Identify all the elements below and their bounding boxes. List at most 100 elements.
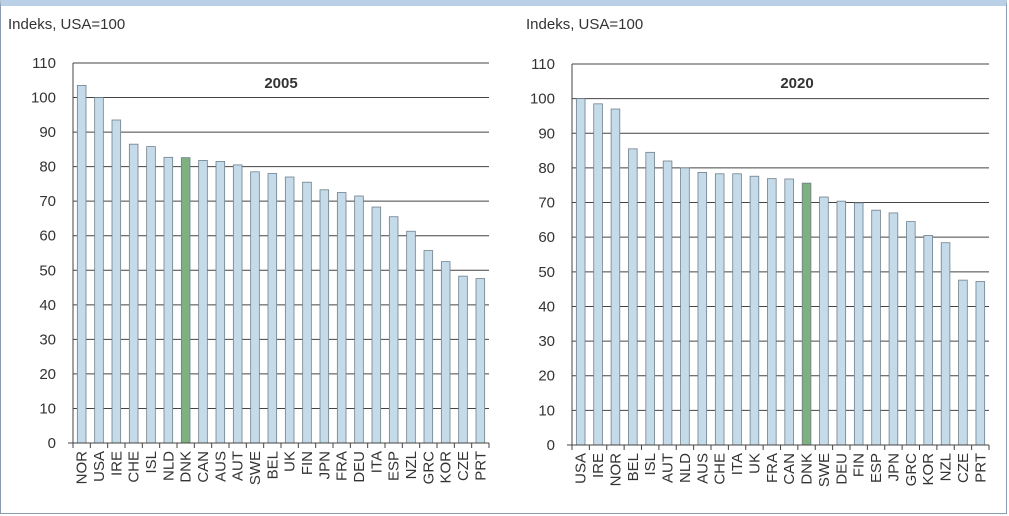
y-unit-label: Indeks, USA=100 bbox=[8, 16, 125, 33]
x-tick-label: FIN bbox=[299, 451, 316, 475]
x-tick-label: CZE bbox=[455, 451, 472, 481]
bar-swe bbox=[819, 196, 829, 446]
x-tick-label: SWE bbox=[816, 453, 833, 487]
x-tick-label: AUT bbox=[230, 451, 247, 481]
x-tick-label: BEL bbox=[625, 453, 642, 481]
y-tick-label: 30 bbox=[39, 331, 56, 348]
x-tick-label: KOR bbox=[438, 451, 455, 484]
y-tick-label: 20 bbox=[538, 368, 555, 385]
x-tick-label: AUT bbox=[660, 453, 677, 483]
x-tick-label: USA bbox=[91, 451, 108, 482]
x-tick-label: SWE bbox=[247, 451, 264, 485]
y-tick-label: 40 bbox=[39, 297, 56, 314]
y-tick-label: 40 bbox=[538, 298, 555, 315]
bar-grc bbox=[906, 221, 916, 446]
bar-aut bbox=[662, 160, 673, 446]
x-tick-label: CHE bbox=[712, 453, 729, 485]
y-unit-label: Indeks, USA=100 bbox=[526, 16, 643, 33]
bar-bel bbox=[267, 173, 278, 444]
bar-fin bbox=[853, 202, 864, 446]
bar-che bbox=[714, 173, 725, 446]
bar-grc bbox=[423, 250, 434, 444]
y-tick-label: 10 bbox=[538, 402, 555, 419]
bar-nor bbox=[76, 85, 87, 444]
y-tick-label: 60 bbox=[538, 229, 555, 246]
x-tick-label: ITA bbox=[368, 451, 385, 473]
chart-title: 2005 bbox=[264, 75, 297, 92]
x-tick-label: DNK bbox=[799, 453, 816, 485]
y-tick-label: 110 bbox=[531, 56, 555, 73]
y-tick-label: 100 bbox=[31, 90, 56, 107]
y-tick-label: 100 bbox=[530, 91, 555, 108]
x-tick-label: ESP bbox=[868, 453, 885, 483]
x-tick-label: IRE bbox=[590, 453, 607, 478]
x-tick-label: JPN bbox=[316, 451, 333, 479]
x-tick-label: KOR bbox=[920, 453, 937, 486]
bar-kor bbox=[440, 261, 451, 444]
x-tick-label: PRT bbox=[472, 451, 489, 481]
bar-swe bbox=[250, 171, 260, 444]
bar-isl bbox=[645, 151, 655, 446]
x-tick-label: NOR bbox=[74, 451, 91, 485]
bar-aus bbox=[215, 161, 226, 444]
bar-ire bbox=[111, 119, 122, 444]
y-tick-label: 60 bbox=[39, 228, 56, 245]
x-tick-label: UK bbox=[282, 451, 299, 472]
bar-jpn bbox=[319, 189, 330, 444]
bar-cze bbox=[458, 275, 468, 444]
bar-dnk bbox=[180, 157, 191, 444]
y-tick-label: 0 bbox=[48, 435, 56, 452]
x-tick-label: BEL bbox=[264, 451, 281, 479]
x-tick-label: ISL bbox=[642, 453, 659, 476]
y-tick-label: 80 bbox=[538, 160, 555, 177]
bar-uk bbox=[749, 175, 760, 446]
x-tick-label: ISL bbox=[143, 451, 160, 474]
y-tick-label: 0 bbox=[547, 437, 555, 454]
y-tick-label: 70 bbox=[39, 193, 56, 210]
y-tick-label: 90 bbox=[538, 125, 555, 142]
bar-esp bbox=[871, 209, 881, 446]
x-tick-label: GRC bbox=[903, 453, 920, 487]
bar-fra bbox=[336, 192, 347, 444]
bar-usa bbox=[94, 97, 104, 444]
x-tick-label: CAN bbox=[195, 451, 212, 483]
x-tick-label: DNK bbox=[178, 451, 195, 483]
y-tick-label: 10 bbox=[39, 400, 56, 417]
bar-nor bbox=[610, 108, 621, 446]
bar-bel bbox=[628, 148, 638, 446]
bar-che bbox=[128, 143, 139, 444]
y-tick-label: 30 bbox=[538, 333, 555, 350]
bar-dnk bbox=[801, 182, 812, 446]
chart-title: 2020 bbox=[780, 75, 813, 92]
x-tick-label: ITA bbox=[729, 453, 746, 475]
x-tick-label: GRC bbox=[420, 451, 437, 485]
bar-fin bbox=[302, 181, 312, 444]
bar-isl bbox=[146, 146, 156, 444]
y-tick-label: 50 bbox=[538, 264, 555, 281]
bar-prt bbox=[475, 278, 486, 444]
y-tick-label: 90 bbox=[39, 124, 56, 141]
x-tick-label: UK bbox=[746, 453, 763, 474]
x-tick-label: IRE bbox=[108, 451, 125, 476]
bar-esp bbox=[388, 216, 399, 444]
x-tick-label: NZL bbox=[403, 451, 420, 479]
x-tick-label: FRA bbox=[764, 453, 781, 483]
x-tick-label: NOR bbox=[607, 453, 624, 487]
bar-aut bbox=[232, 164, 243, 444]
x-tick-label: NZL bbox=[938, 453, 955, 481]
bar-uk bbox=[284, 176, 295, 444]
bar-kor bbox=[923, 235, 933, 446]
x-tick-label: AUS bbox=[212, 451, 229, 482]
x-tick-label: USA bbox=[573, 453, 590, 484]
chart-2005: Indeks, USA=100 0 10 20 30 40 50 60 70 80 90 100 11… bbox=[8, 16, 490, 485]
x-tick-label: CAN bbox=[781, 453, 798, 485]
x-tick-label: PRT bbox=[972, 453, 989, 483]
x-tick-label: FRA bbox=[334, 451, 351, 481]
bar-aus bbox=[697, 172, 708, 446]
chart-2020: Indeks, USA=100 0 10 20 30 40 50 60 70 80 90 100 11… bbox=[526, 16, 990, 487]
y-tick-label: 20 bbox=[39, 366, 56, 383]
x-tick-label: ESP bbox=[386, 451, 403, 481]
bar-jpn bbox=[888, 212, 899, 446]
y-tick-label: 50 bbox=[39, 262, 56, 279]
bar-usa bbox=[575, 98, 586, 446]
